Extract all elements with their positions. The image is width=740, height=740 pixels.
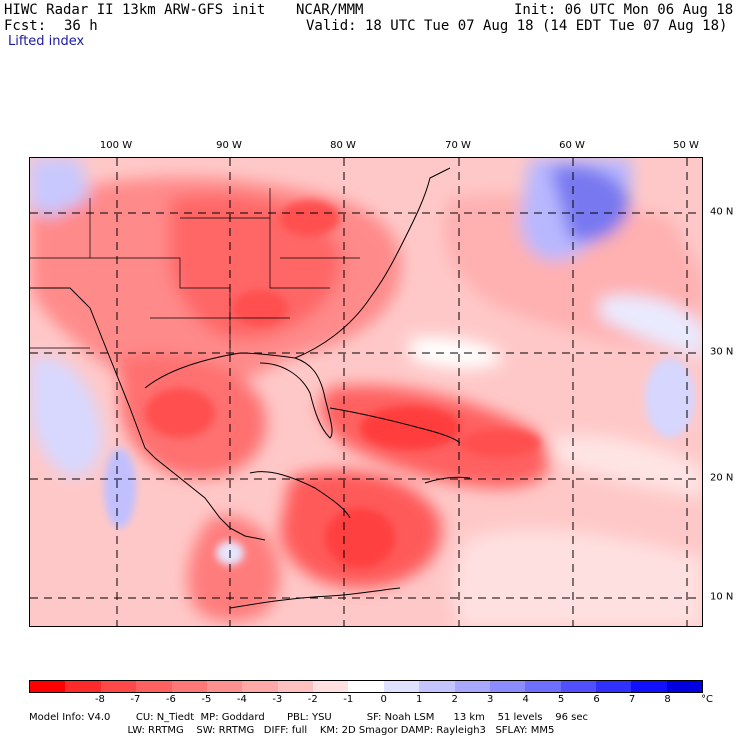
lon-label-70w: 70 W bbox=[445, 140, 471, 151]
colorbar-tick-label: 7 bbox=[628, 694, 636, 705]
field-name: Lifted index bbox=[8, 34, 85, 49]
colorbar-tick-label: -6 bbox=[165, 694, 176, 705]
lon-label-50w: 50 W bbox=[673, 140, 699, 151]
colorbar-swatch-17 bbox=[631, 681, 667, 692]
lon-label-100w: 100 W bbox=[99, 140, 133, 151]
colorbar-swatch-16 bbox=[596, 681, 632, 692]
colorbar-swatch-11 bbox=[419, 681, 455, 692]
colorbar-swatch-7 bbox=[277, 681, 313, 692]
colorbar-swatch-13 bbox=[489, 681, 526, 692]
colorbar-swatch-4 bbox=[171, 681, 207, 692]
colorbar-swatch-3 bbox=[136, 681, 172, 692]
organization-label: NCAR/MMM bbox=[296, 2, 364, 18]
lon-label-80w: 80 W bbox=[330, 140, 356, 151]
lat-label-40n: 40 N bbox=[710, 206, 734, 218]
colorbar-swatch-8 bbox=[313, 681, 349, 692]
lifted-index-map bbox=[29, 157, 703, 627]
colorbar-tick-label: -8 bbox=[94, 694, 105, 705]
lat-label-30n: 30 N bbox=[710, 346, 734, 358]
model-title: HIWC Radar II 13km ARW-GFS init bbox=[4, 2, 266, 18]
colorbar-tick-label: -4 bbox=[236, 694, 247, 705]
colorbar-tick-label: 4 bbox=[522, 694, 529, 705]
colorbar-tick-label: 0 bbox=[380, 694, 387, 705]
coastlines bbox=[30, 167, 471, 609]
forecast-hour: 36 h bbox=[64, 18, 98, 34]
forecast-label: Fcst: bbox=[4, 18, 47, 34]
colorbar-tick-label: -1 bbox=[343, 694, 354, 705]
colorbar-tick-label: 5 bbox=[557, 694, 565, 705]
colorbar-tick-label: 1 bbox=[416, 694, 423, 705]
colorbar-swatch-6 bbox=[242, 681, 278, 692]
colorbar-swatch-2 bbox=[100, 681, 137, 692]
colorbar-swatch-10 bbox=[383, 681, 420, 692]
init-time: Init: 06 UTC Mon 06 Aug 18 bbox=[514, 2, 734, 18]
lat-label-20n: 20 N bbox=[710, 472, 734, 484]
colorbar-tick-label: 3 bbox=[486, 694, 494, 705]
lat-lon-grid bbox=[30, 158, 702, 626]
colorbar-tick-label: -2 bbox=[307, 694, 318, 705]
model-info-line-2: LW: RRTMG SW: RRTMG DIFF: full KM: 2D Sm… bbox=[29, 725, 555, 736]
colorbar-swatch-9 bbox=[348, 681, 384, 692]
colorbar-swatch-0 bbox=[30, 681, 66, 692]
lon-label-60w: 60 W bbox=[559, 140, 585, 151]
colorbar-swatch-18 bbox=[666, 681, 703, 692]
colorbar-tick-label: 6 bbox=[593, 694, 600, 705]
lifted-index-colorbar bbox=[29, 680, 703, 693]
colorbar-swatch-14 bbox=[525, 681, 561, 692]
valid-time: Valid: 18 UTC Tue 07 Aug 18 (14 EDT Tue … bbox=[306, 18, 728, 34]
map-canvas bbox=[30, 158, 702, 626]
colorbar-tick-label: -3 bbox=[272, 694, 283, 705]
colorbar-unit: °C bbox=[701, 694, 713, 705]
colorbar-tick-label: 8 bbox=[664, 694, 671, 705]
colorbar-tick-label: -7 bbox=[130, 694, 141, 705]
colorbar-swatch-5 bbox=[206, 681, 243, 692]
colorbar-tick-label: 2 bbox=[451, 694, 458, 705]
colorbar-swatch-15 bbox=[560, 681, 596, 692]
lat-label-10n: 10 N bbox=[710, 591, 734, 603]
lon-label-90w: 90 W bbox=[216, 140, 242, 151]
colorbar-swatch-1 bbox=[65, 681, 101, 692]
colorbar-swatch-12 bbox=[454, 681, 490, 692]
colorbar-tick-label: -5 bbox=[201, 694, 212, 705]
model-info-line-1: Model Info: V4.0 CU: N_Tiedt MP: Goddard… bbox=[29, 712, 588, 723]
